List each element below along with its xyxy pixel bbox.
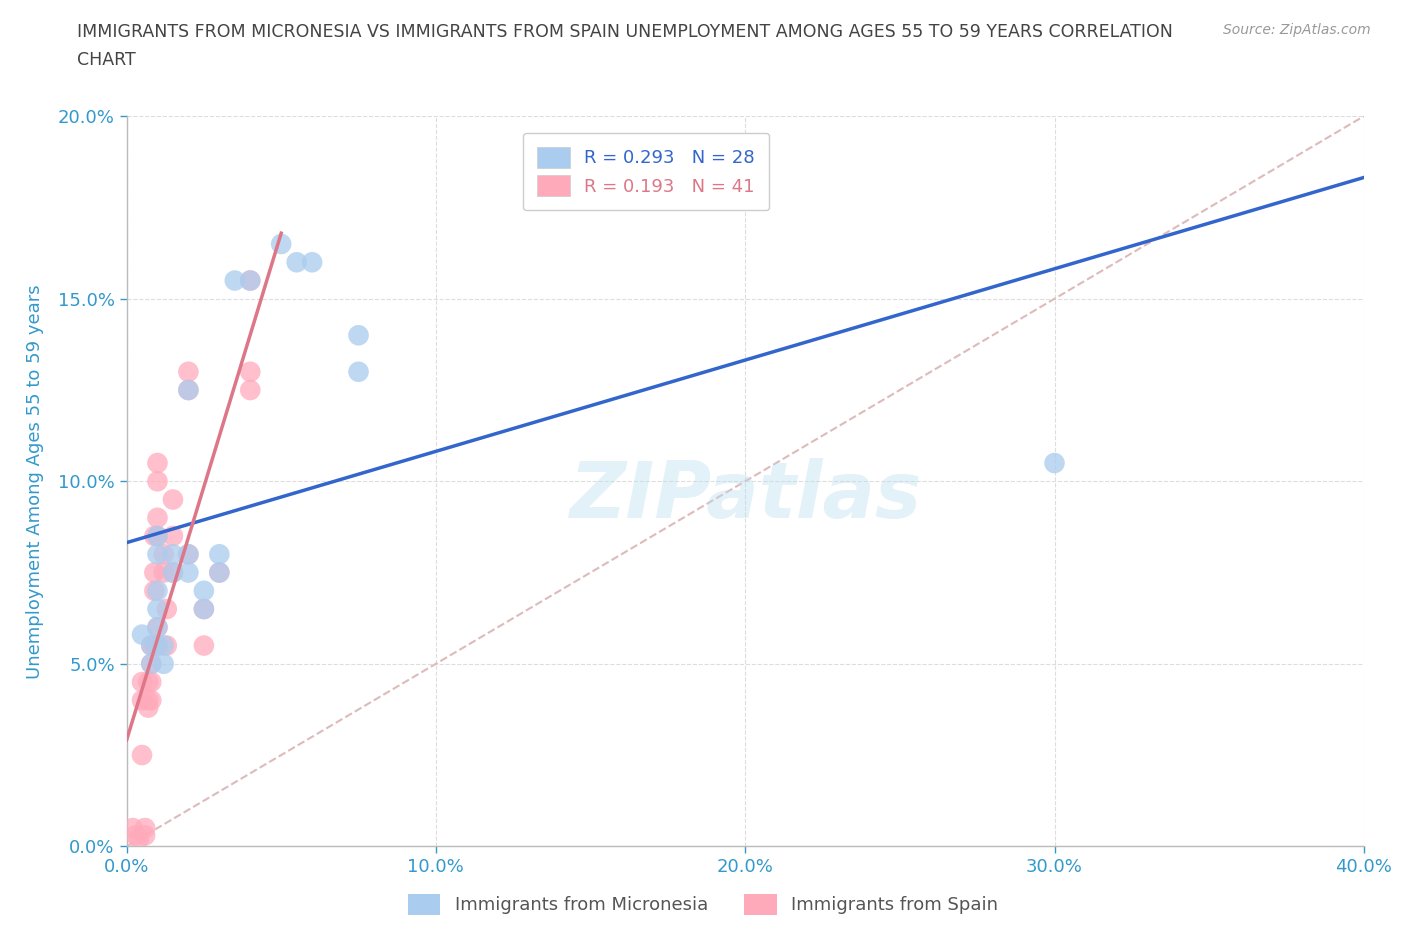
Point bbox=[146, 620, 169, 635]
Point bbox=[208, 547, 231, 562]
Point bbox=[131, 627, 153, 642]
Point bbox=[162, 492, 184, 507]
Point bbox=[208, 565, 231, 580]
Point bbox=[193, 638, 215, 653]
Point bbox=[224, 273, 246, 288]
Point bbox=[193, 602, 215, 617]
Point bbox=[131, 674, 153, 689]
Text: CHART: CHART bbox=[77, 51, 136, 69]
Point bbox=[152, 547, 174, 562]
Point bbox=[146, 511, 169, 525]
Point bbox=[146, 602, 169, 617]
Point bbox=[141, 638, 163, 653]
Point bbox=[146, 547, 169, 562]
Point bbox=[156, 638, 179, 653]
Point bbox=[146, 620, 169, 635]
Point bbox=[177, 365, 200, 379]
Point bbox=[146, 638, 169, 653]
Point bbox=[141, 674, 163, 689]
Point bbox=[141, 693, 163, 708]
Point bbox=[239, 273, 262, 288]
Text: Source: ZipAtlas.com: Source: ZipAtlas.com bbox=[1223, 23, 1371, 37]
Text: ZIPatlas: ZIPatlas bbox=[569, 458, 921, 534]
Point bbox=[347, 328, 370, 343]
Point bbox=[193, 602, 215, 617]
Point bbox=[152, 657, 174, 671]
Point bbox=[152, 638, 174, 653]
Point bbox=[146, 528, 169, 543]
Legend: Immigrants from Micronesia, Immigrants from Spain: Immigrants from Micronesia, Immigrants f… bbox=[401, 887, 1005, 922]
Text: IMMIGRANTS FROM MICRONESIA VS IMMIGRANTS FROM SPAIN UNEMPLOYMENT AMONG AGES 55 T: IMMIGRANTS FROM MICRONESIA VS IMMIGRANTS… bbox=[77, 23, 1173, 41]
Point bbox=[239, 382, 262, 397]
Point bbox=[146, 474, 169, 489]
Point bbox=[270, 236, 292, 251]
Point bbox=[177, 547, 200, 562]
Point bbox=[136, 674, 159, 689]
Point bbox=[131, 693, 153, 708]
Y-axis label: Unemployment Among Ages 55 to 59 years: Unemployment Among Ages 55 to 59 years bbox=[25, 284, 44, 679]
Point bbox=[146, 638, 169, 653]
Point bbox=[131, 748, 153, 763]
Point bbox=[143, 565, 166, 580]
Point bbox=[177, 382, 200, 397]
Point bbox=[141, 638, 163, 653]
Point bbox=[177, 382, 200, 397]
Point bbox=[1043, 456, 1066, 471]
Point bbox=[285, 255, 308, 270]
Point bbox=[121, 820, 143, 835]
Point bbox=[301, 255, 323, 270]
Point bbox=[156, 602, 179, 617]
Point bbox=[162, 565, 184, 580]
Point bbox=[136, 693, 159, 708]
Point bbox=[136, 700, 159, 715]
Point bbox=[193, 583, 215, 598]
Point bbox=[177, 547, 200, 562]
Point bbox=[146, 583, 169, 598]
Point bbox=[177, 565, 200, 580]
Point bbox=[152, 565, 174, 580]
Point bbox=[141, 657, 163, 671]
Point bbox=[347, 365, 370, 379]
Point bbox=[128, 831, 150, 846]
Point bbox=[162, 565, 184, 580]
Point bbox=[134, 820, 156, 835]
Legend: R = 0.293   N = 28, R = 0.193   N = 41: R = 0.293 N = 28, R = 0.193 N = 41 bbox=[523, 133, 769, 210]
Point bbox=[146, 528, 169, 543]
Point bbox=[162, 547, 184, 562]
Point bbox=[162, 528, 184, 543]
Point bbox=[239, 273, 262, 288]
Point bbox=[134, 828, 156, 843]
Point bbox=[143, 528, 166, 543]
Point bbox=[208, 565, 231, 580]
Point bbox=[125, 828, 148, 843]
Point bbox=[141, 657, 163, 671]
Point bbox=[146, 456, 169, 471]
Point bbox=[143, 583, 166, 598]
Point bbox=[143, 638, 166, 653]
Point bbox=[239, 365, 262, 379]
